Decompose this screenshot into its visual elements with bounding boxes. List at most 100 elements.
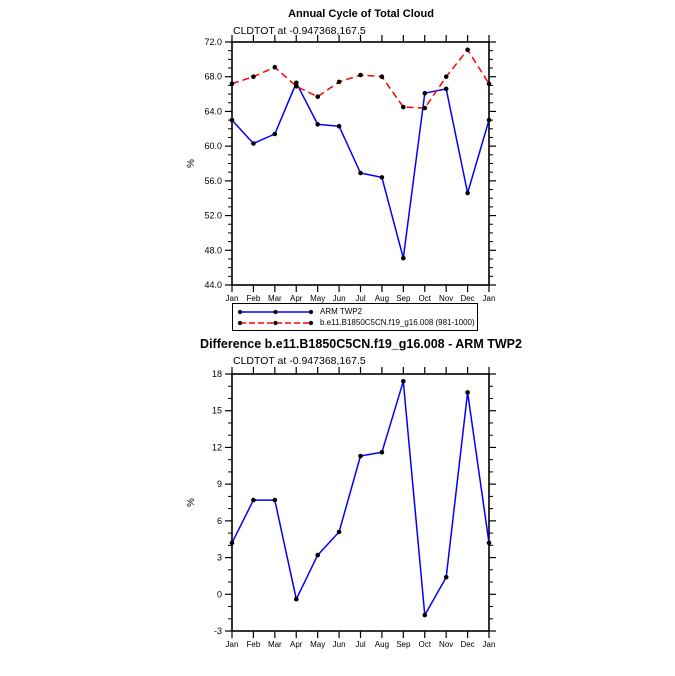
data-point-marker bbox=[486, 540, 492, 546]
x-tick-label: Dec bbox=[460, 640, 474, 649]
data-point-marker bbox=[336, 529, 342, 535]
x-tick-label: Feb bbox=[247, 640, 261, 649]
x-tick-label: Apr bbox=[290, 294, 303, 303]
data-point-marker bbox=[229, 81, 235, 86]
data-point-marker bbox=[315, 122, 321, 127]
y-tick-label: 12 bbox=[212, 442, 222, 452]
legend-sample-marker bbox=[308, 309, 314, 314]
data-point-marker bbox=[294, 596, 299, 602]
data-point-marker bbox=[422, 612, 428, 618]
data-point-marker bbox=[358, 72, 363, 78]
legend-line-sample-model bbox=[237, 320, 314, 325]
difference-chart-subtitle: CLDTOT at -0.947368,167.5 bbox=[233, 355, 366, 367]
x-tick-label: Sep bbox=[396, 294, 411, 303]
annual-cycle-plot: 44.0 48.0 52.0 56.0 60.0 64.0 68.0 72.0 Jan Feb Ma… bbox=[186, 35, 496, 303]
x-tick-label: Jan bbox=[483, 640, 496, 649]
y-tick-label: 64.0 bbox=[204, 106, 222, 116]
data-point-marker bbox=[336, 123, 342, 129]
data-point-marker bbox=[401, 104, 406, 110]
data-point-marker bbox=[315, 94, 321, 99]
x-tick-label: Feb bbox=[247, 294, 261, 303]
y-tick-label: 3 bbox=[217, 553, 222, 563]
top-chart-subtitle: CLDTOT at -0.947368,167.5 bbox=[233, 25, 366, 37]
data-point-marker bbox=[358, 170, 363, 176]
data-point-marker bbox=[379, 74, 385, 79]
data-point-marker bbox=[294, 80, 299, 86]
x-tick-label: Nov bbox=[439, 640, 453, 649]
y-tick-label: 56.0 bbox=[204, 176, 222, 186]
data-point-marker bbox=[315, 552, 321, 558]
data-point-marker bbox=[251, 141, 256, 146]
data-point-marker bbox=[229, 117, 235, 123]
data-point-marker bbox=[465, 390, 470, 395]
data-point-marker bbox=[379, 175, 385, 180]
plot-frame bbox=[231, 41, 490, 286]
legend-label-obs: ARM TWP2 bbox=[320, 307, 363, 316]
y-tick-label: 0 bbox=[217, 589, 222, 599]
x-tick-label: Jun bbox=[333, 294, 346, 303]
data-point-marker bbox=[272, 64, 278, 70]
top-chart-title: Annual Cycle of Total Cloud bbox=[288, 8, 434, 20]
data-point-marker bbox=[443, 74, 449, 79]
y-tick-label: 60.0 bbox=[204, 141, 222, 151]
data-point-marker bbox=[465, 190, 470, 196]
data-point-marker bbox=[294, 84, 299, 89]
x-tick-label: Mar bbox=[268, 294, 282, 303]
data-point-marker bbox=[443, 86, 449, 92]
y-axis-label: % bbox=[186, 498, 197, 507]
data-point-marker bbox=[251, 497, 256, 503]
x-tick-label: Dec bbox=[460, 294, 474, 303]
data-point-marker bbox=[379, 450, 385, 455]
x-tick-label: May bbox=[310, 640, 325, 649]
data-point-marker bbox=[272, 497, 278, 503]
legend-entry-obs: ARM TWP2 bbox=[237, 306, 477, 317]
legend-box: ARM TWP2 b.e11.B1850C5CN.f19_g16.008 (98… bbox=[232, 303, 478, 331]
y-tick-label: 6 bbox=[217, 516, 222, 526]
data-point-marker bbox=[486, 117, 492, 123]
x-tick-label: Jan bbox=[226, 640, 239, 649]
data-point-marker bbox=[358, 453, 363, 459]
data-point-marker bbox=[486, 81, 492, 86]
data-point-marker bbox=[251, 74, 256, 79]
series-line bbox=[231, 380, 490, 616]
x-tick-label: Oct bbox=[419, 640, 432, 649]
legend-sample-marker bbox=[273, 320, 278, 325]
legend-sample-marker bbox=[273, 309, 278, 314]
x-tick-label: Jun bbox=[333, 640, 346, 649]
x-tick-label: Aug bbox=[375, 294, 389, 303]
data-point-marker bbox=[401, 379, 406, 384]
data-point-marker bbox=[422, 105, 428, 111]
data-point-marker bbox=[443, 574, 449, 580]
series-line bbox=[231, 49, 490, 109]
y-tick-label: 44.0 bbox=[204, 280, 222, 290]
legend-sample-marker bbox=[237, 320, 243, 325]
x-tick-label: Jan bbox=[483, 294, 496, 303]
y-tick-label: 72.0 bbox=[204, 37, 222, 47]
x-tick-label: Apr bbox=[290, 640, 303, 649]
x-tick-label: Mar bbox=[268, 640, 282, 649]
x-tick-label: Nov bbox=[439, 294, 453, 303]
data-point-marker bbox=[401, 255, 406, 261]
y-tick-label: 52.0 bbox=[204, 211, 222, 221]
legend-label-model: b.e11.B1850C5CN.f19_g16.008 (981-1000) bbox=[320, 318, 475, 327]
data-point-marker bbox=[336, 79, 342, 85]
y-tick-label: 48.0 bbox=[204, 245, 222, 255]
legend-entry-model: b.e11.B1850C5CN.f19_g16.008 (981-1000) bbox=[237, 317, 477, 328]
y-tick-label: 18 bbox=[212, 369, 222, 379]
x-tick-label: Jan bbox=[226, 294, 239, 303]
data-point-marker bbox=[422, 90, 428, 96]
difference-plot: -3 0 3 6 9 12 15 18 Jan Feb Mar Apr May Jun Jul Aug Sep O… bbox=[186, 367, 496, 649]
data-point-marker bbox=[465, 47, 470, 53]
y-tick-label: -3 bbox=[214, 626, 222, 636]
x-tick-label: Sep bbox=[396, 640, 411, 649]
data-point-marker bbox=[272, 131, 278, 137]
series-line bbox=[231, 82, 490, 259]
x-tick-label: Jul bbox=[355, 294, 365, 303]
data-point-marker bbox=[229, 540, 235, 546]
y-tick-label: 9 bbox=[217, 479, 222, 489]
legend-line-sample-obs bbox=[237, 309, 314, 314]
x-tick-label: Aug bbox=[375, 640, 389, 649]
x-tick-label: Jul bbox=[355, 640, 365, 649]
y-axis-label: % bbox=[186, 159, 197, 168]
